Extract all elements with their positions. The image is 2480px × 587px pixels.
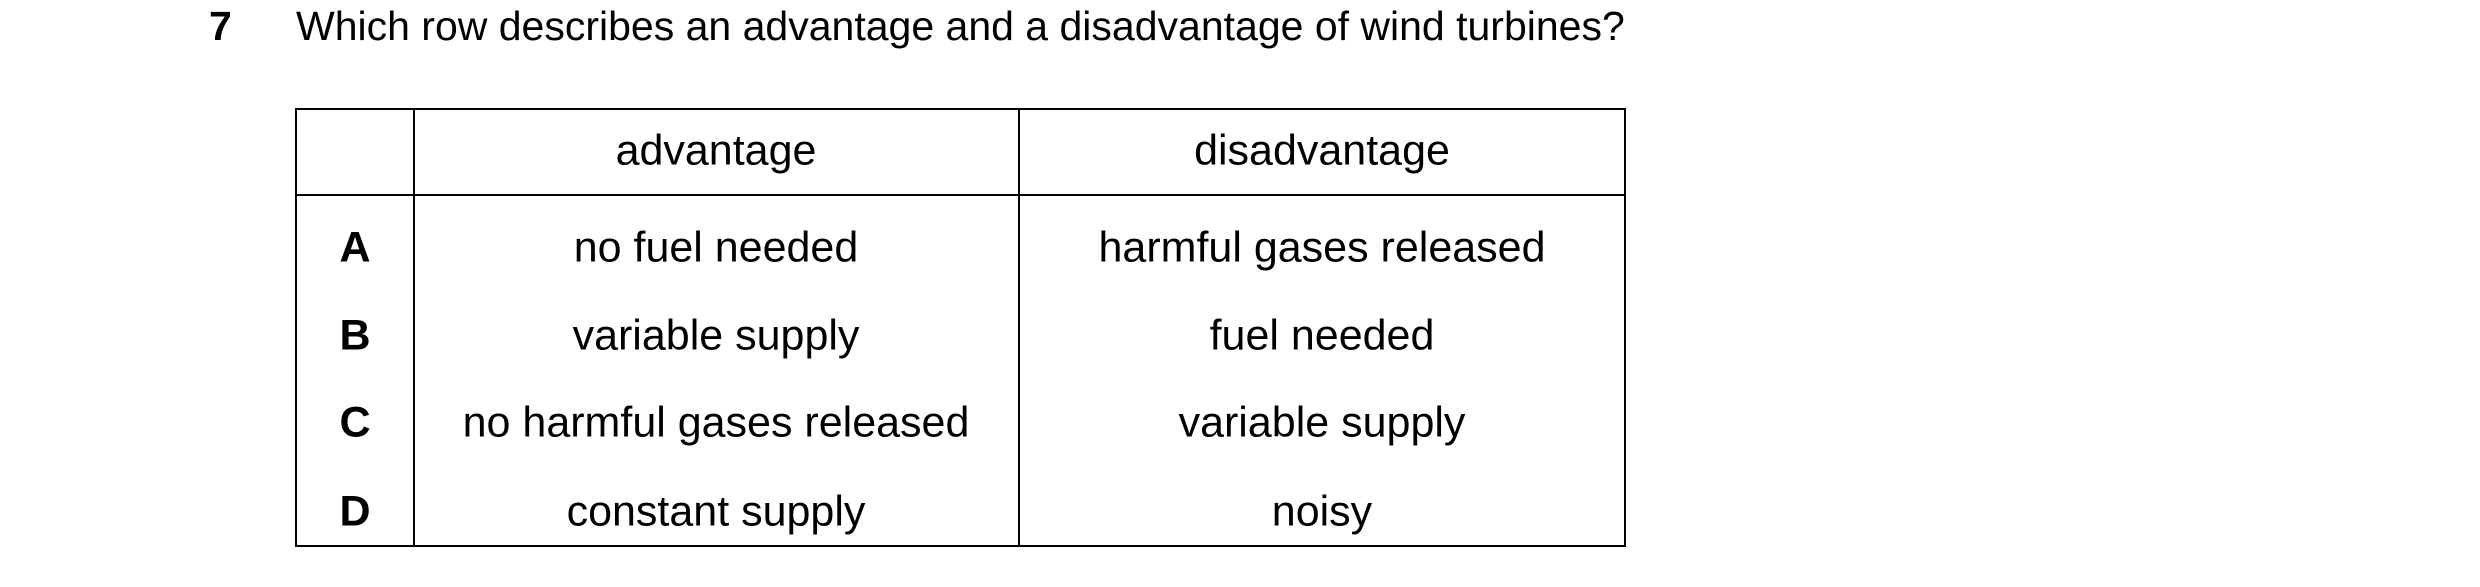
table-cell: variable supply [1179, 398, 1466, 446]
table-cell: no fuel needed [574, 223, 859, 271]
table-cell: harmful gases released [1099, 223, 1546, 271]
table-border [295, 108, 1626, 547]
column-header: advantage [616, 126, 817, 174]
row-label: B [339, 311, 370, 359]
table: advantage disadvantage A no fuel needed harm… [339, 126, 1545, 535]
question-text: Which row describes an advantage and a d… [296, 3, 1625, 49]
row-label: D [339, 487, 370, 535]
table-cell: constant supply [567, 487, 866, 535]
row-label: C [339, 398, 370, 446]
table-cell: no harmful gases released [463, 398, 970, 446]
table-cell: variable supply [573, 311, 860, 359]
question-number: 7 [209, 3, 232, 49]
table-cell: noisy [1272, 487, 1373, 535]
table-cell: fuel needed [1210, 311, 1435, 359]
column-header: disadvantage [1194, 126, 1450, 174]
row-label: A [339, 223, 370, 271]
